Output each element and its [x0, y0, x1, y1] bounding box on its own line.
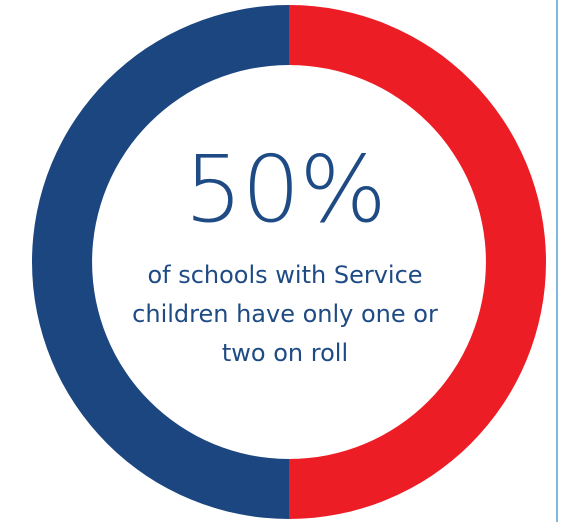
caption: of schools with Service children have on… — [85, 256, 485, 373]
donut-slice-1 — [32, 5, 289, 519]
edge-line — [556, 0, 558, 522]
big-percentage: 50% — [184, 136, 386, 243]
center-annotation: 50% of schools with Service children hav… — [85, 140, 485, 373]
donut-slice-0 — [289, 5, 546, 519]
caption-line: children have only one or — [132, 300, 438, 328]
caption-line: of schools with Service — [147, 261, 423, 289]
caption-line: two on roll — [221, 339, 349, 367]
